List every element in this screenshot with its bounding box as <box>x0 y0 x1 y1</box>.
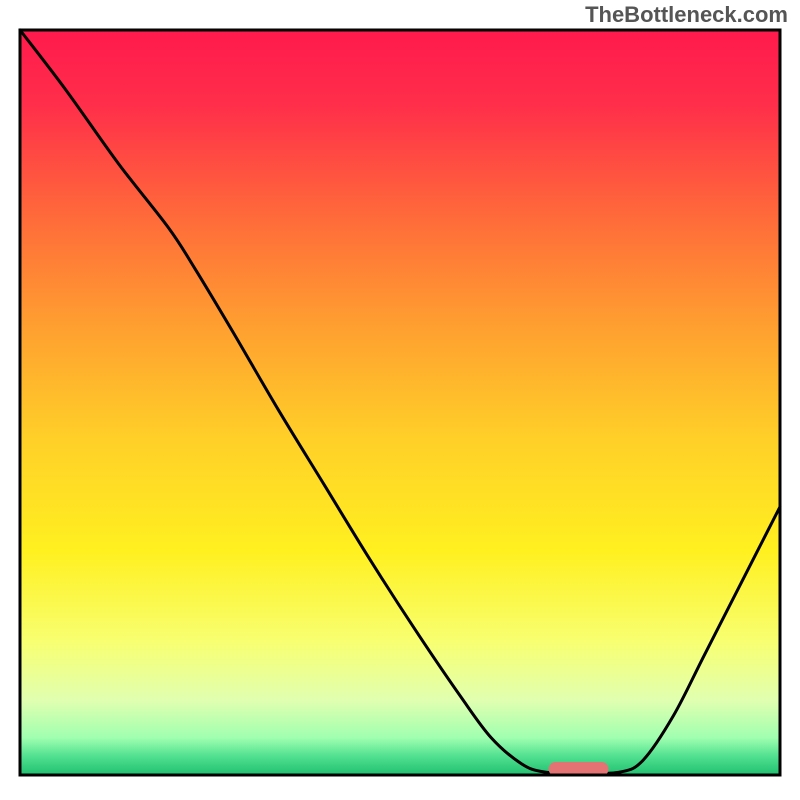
watermark-label: TheBottleneck.com <box>585 2 788 28</box>
chart-container: TheBottleneck.com <box>0 0 800 800</box>
bottleneck-chart <box>0 0 800 800</box>
plot-background <box>20 30 780 775</box>
